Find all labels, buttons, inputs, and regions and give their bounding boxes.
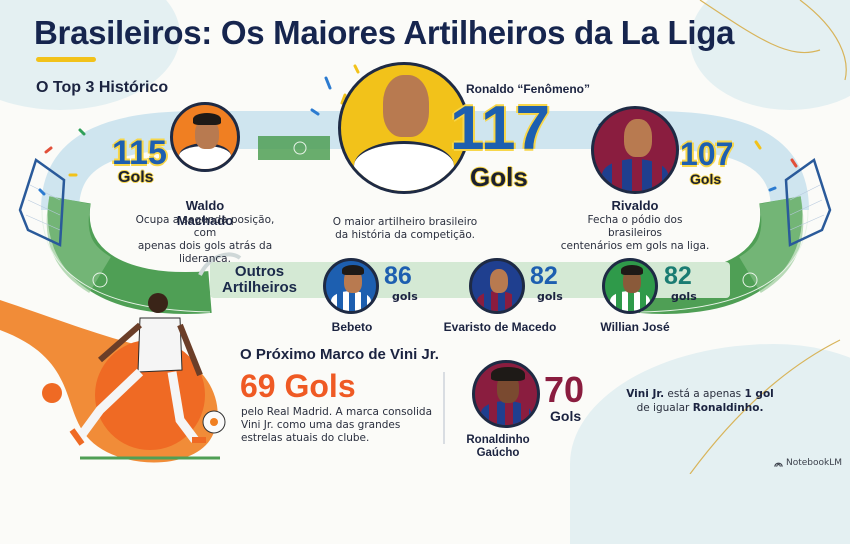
player-name-willian: Willian José (600, 320, 670, 334)
goals-label-willian: gols (671, 290, 697, 303)
avatar-willian-jose (602, 258, 658, 314)
divider (443, 372, 445, 444)
player-desc-rivaldo: Fecha o pódio dos brasileiros centenário… (560, 214, 710, 253)
vini-section-title: O Próximo Marco de Vini Jr. (240, 346, 439, 363)
goals-number-bebeto: 86 (384, 262, 412, 290)
others-section-title: Outros Artilheiros (222, 263, 298, 296)
goals-number-evaristo: 82 (530, 262, 558, 290)
goals-label-ronaldo: Gols (470, 162, 528, 192)
player-desc-ronaldo: O maior artilheiro brasileiro da históri… (332, 216, 478, 242)
brand-watermark: NotebookLM (774, 458, 842, 468)
avatar-bebeto (323, 258, 379, 314)
comparison-note: Vini Jr. está a apenas 1 gol de igualar … (626, 388, 774, 414)
page-title: Brasileiros: Os Maiores Artilheiros da L… (34, 14, 735, 51)
background-blob (570, 344, 850, 544)
ronaldinho-name: Ronaldinho Gaúcho (466, 434, 530, 460)
ronaldinho-goals: 70 (544, 369, 585, 410)
player-desc-waldo: Ocupa a segunda posição, com apenas dois… (135, 214, 275, 266)
avatar-ronaldinho (472, 360, 540, 428)
player-name-ronaldo: Ronaldo “Fenômeno” (466, 82, 590, 96)
avatar-ronaldo (338, 62, 470, 194)
goals-number-rivaldo: 107 (680, 136, 734, 172)
vini-goals: 69 Gols (240, 368, 356, 404)
ronaldinho-goals-label: Gols (550, 408, 582, 424)
goals-number-waldo: 115 (112, 134, 167, 172)
goals-label-evaristo: gols (537, 290, 563, 303)
goals-label-bebeto: gols (392, 290, 418, 303)
notebooklm-logo-icon (774, 462, 783, 467)
vini-description: pelo Real Madrid. A marca consolida Vini… (241, 406, 433, 444)
title-underline (36, 57, 96, 62)
goals-number-willian: 82 (664, 262, 692, 290)
goals-label-rivaldo: Gols (690, 171, 722, 187)
player-name-evaristo: Evaristo de Macedo (443, 320, 557, 334)
avatar-rivaldo (591, 106, 679, 194)
section-title-top3: O Top 3 Histórico (36, 79, 169, 96)
player-name-waldo: Waldo Machado (176, 198, 234, 228)
goals-label-waldo: Gols (118, 169, 154, 186)
player-name-bebeto: Bebeto (331, 320, 373, 334)
player-name-rivaldo: Rivaldo (611, 198, 659, 213)
avatar-waldo-machado (170, 102, 240, 172)
avatar-evaristo (469, 258, 525, 314)
goals-number-ronaldo: 117 (450, 94, 551, 163)
